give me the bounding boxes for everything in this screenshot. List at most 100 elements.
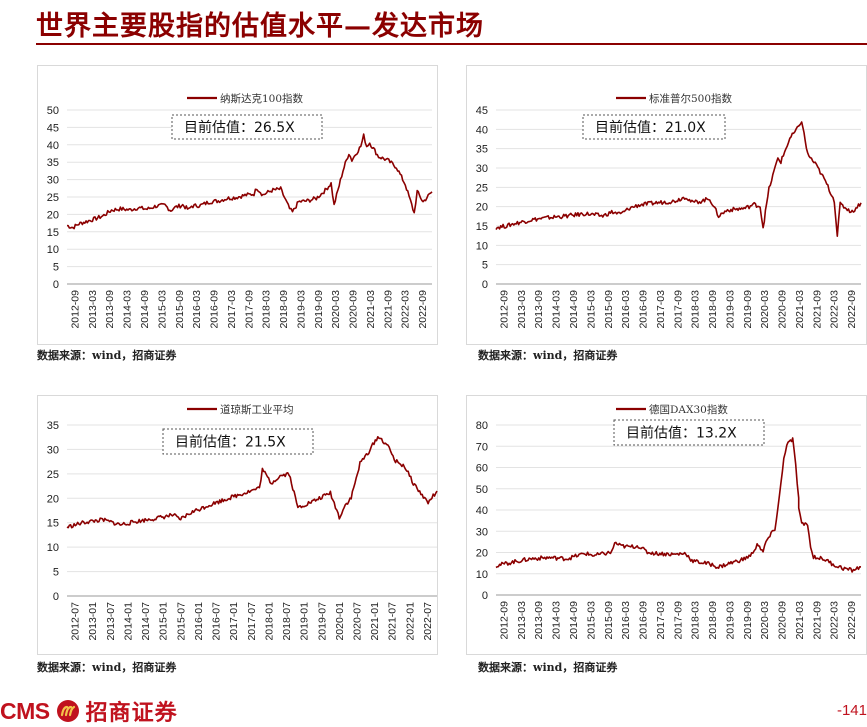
x-tick-label: 2019-09 (742, 601, 754, 640)
y-tick-label: 30 (476, 163, 488, 175)
series-line (66, 435, 438, 529)
x-tick-label: 2012-07 (70, 602, 82, 641)
x-tick-label: 2013-03 (516, 290, 528, 329)
x-tick-label: 2016-03 (191, 290, 203, 329)
y-tick-label: 30 (476, 526, 488, 538)
x-tick-label: 2021-09 (811, 290, 823, 329)
page-number: -141 (836, 702, 867, 719)
x-tick-label: 2014-01 (122, 602, 134, 641)
valuation-callout-text: 目前估值：21.5X (175, 434, 286, 451)
x-tick-label: 2017-09 (672, 601, 684, 640)
x-tick-label: 2022-07 (422, 602, 434, 641)
y-tick-label: 10 (47, 244, 59, 256)
x-tick-label: 2012-09 (69, 290, 81, 329)
x-tick-label: 2018-03 (261, 290, 273, 329)
chart-nasdaq100: 0 5 10 15 20 25 30 35 40 45 50 2012-09 2013-03 2013-0… (37, 65, 438, 345)
y-tick-label: 30 (47, 175, 59, 187)
x-tick-label: 2018-09 (707, 290, 719, 329)
x-tick-label: 2017-09 (672, 290, 684, 329)
series-line (495, 437, 862, 573)
x-tick-label: 2015-07 (175, 602, 187, 641)
x-tick-label: 2015-03 (156, 290, 168, 329)
x-tick-label: 2017-03 (226, 290, 238, 329)
x-tick-label: 2022-01 (404, 602, 416, 641)
chart-sp500: 0 5 10 15 20 25 30 35 40 45 2012-09 2013-03 2013-09 2… (466, 65, 867, 345)
x-tick-label: 2020-03 (330, 290, 342, 329)
valuation-callout-text: 目前估值：21.0X (595, 119, 706, 136)
x-tick-label: 2014-09 (568, 290, 580, 329)
y-tick-label: 0 (53, 591, 59, 603)
logo-cn-text: 招商证券 (85, 700, 178, 726)
chart-sp500-source: 数据来源：wind，招商证券 (478, 349, 618, 362)
x-tick-label: 2015-09 (603, 290, 615, 329)
x-tick-label: 2018-03 (690, 290, 702, 329)
page-title: 世界主要股指的估值水平—发达市场 (36, 11, 484, 42)
chart-dow-svg: 0 5 10 15 20 25 30 35 2012-07 2013-01 2013-07 2014-… (37, 395, 438, 655)
x-tick-label: 2016-09 (638, 601, 650, 640)
valuation-callout-box (162, 428, 314, 455)
x-tick-label: 2018-09 (278, 290, 290, 329)
x-tick-label: 2015-03 (585, 601, 597, 640)
x-tick-label: 2021-01 (369, 602, 381, 641)
x-tick-label: 2016-07 (211, 602, 223, 641)
y-tick-label: 50 (47, 105, 59, 117)
x-tick-label: 2017-03 (655, 601, 667, 640)
y-tick-label: 10 (47, 542, 59, 554)
x-tick-label: 2022-09 (846, 290, 858, 329)
y-tick-label: 25 (476, 182, 488, 194)
valuation-callout-text: 目前估值：13.2X (626, 425, 737, 442)
x-tick-label: 2018-07 (281, 602, 293, 641)
chart-dow: 0 5 10 15 20 25 30 35 2012-07 2013-01 2013-07 2014-… (37, 395, 438, 655)
y-tick-label: 40 (476, 505, 488, 517)
y-tick-label: 0 (53, 279, 59, 291)
x-tick-label: 2020-09 (348, 290, 360, 329)
y-tick-label: 50 (476, 484, 488, 496)
chart-nasdaq100-source: 数据来源：wind，招商证券 (37, 349, 177, 362)
x-tick-label: 2021-09 (382, 290, 394, 329)
y-tick-label: 35 (476, 144, 488, 156)
x-tick-label: 2016-01 (193, 602, 205, 641)
y-tick-label: 5 (482, 260, 488, 272)
y-tick-label: 25 (47, 192, 59, 204)
x-tick-label: 2017-07 (246, 602, 258, 641)
x-tick-label: 2020-07 (351, 602, 363, 641)
y-tick-label: 10 (476, 569, 488, 581)
x-tick-label: 2015-01 (158, 602, 170, 641)
x-tick-label: 2016-09 (209, 290, 221, 329)
x-tick-label: 2021-03 (365, 290, 377, 329)
chart-dax30: 0 10 20 30 40 50 60 70 80 2012-09 2013-03 2013-09 20… (466, 395, 867, 655)
x-tick-label: 2022-09 (417, 290, 429, 329)
x-tick-label: 2022-03 (829, 601, 841, 640)
valuation-callout-box (582, 114, 726, 140)
x-tick-label: 2014-03 (551, 290, 563, 329)
valuation-callout-box (171, 114, 323, 140)
x-tick-label: 2012-09 (498, 601, 510, 640)
x-tick-label: 2016-09 (638, 290, 650, 329)
x-tick-label: 2015-09 (603, 601, 615, 640)
y-tick-label: 20 (47, 209, 59, 221)
x-tick-label: 2019-03 (724, 601, 736, 640)
y-tick-label: 15 (47, 227, 59, 239)
x-tick-label: 2014-03 (122, 290, 134, 329)
x-tick-label: 2013-09 (533, 290, 545, 329)
x-tick-label: 2013-09 (104, 290, 116, 329)
x-tick-label: 2020-01 (334, 602, 346, 641)
y-tick-label: 35 (47, 420, 59, 432)
x-tick-label: 2020-09 (777, 601, 789, 640)
y-tick-label: 35 (47, 157, 59, 169)
brand-logo: CMS 招商证券 (0, 696, 178, 727)
x-tick-label: 2016-03 (620, 290, 632, 329)
x-tick-label: 2013-03 (87, 290, 99, 329)
x-tick-label: 2013-01 (87, 602, 99, 641)
y-tick-label: 5 (53, 567, 59, 579)
legend-label: 道琼斯工业平均 (220, 403, 294, 416)
x-tick-label: 2019-09 (742, 290, 754, 329)
y-tick-label: 70 (476, 441, 488, 453)
x-tick-label: 2014-09 (139, 290, 151, 329)
y-tick-label: 25 (47, 469, 59, 481)
y-tick-label: 5 (53, 262, 59, 274)
legend-label: 标准普尔500指数 (649, 92, 733, 105)
chart-nasdaq100-svg: 0 5 10 15 20 25 30 35 40 45 50 2012-09 2013-03 2013-0… (37, 65, 438, 345)
valuation-callout-box (613, 419, 765, 446)
x-tick-label: 2022-09 (846, 601, 858, 640)
